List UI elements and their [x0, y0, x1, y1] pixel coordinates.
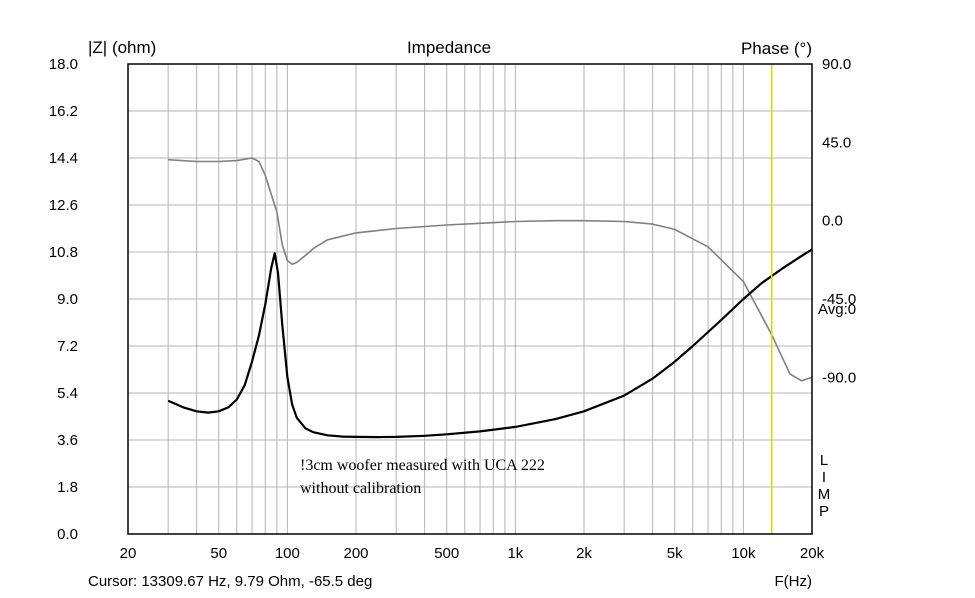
- x-tick-label: 1k: [507, 545, 523, 562]
- x-tick-label: 2k: [576, 545, 592, 562]
- y-left-tick-label: 1.8: [57, 479, 78, 496]
- y-right-axis-label: Phase (°): [741, 39, 812, 58]
- y-right-tick-label: 0.0: [822, 213, 843, 230]
- x-tick-label: 100: [275, 545, 300, 562]
- cursor-readout: Cursor: 13309.67 Hz, 9.79 Ohm, -65.5 deg: [88, 573, 372, 590]
- y-right-tick-label: 45.0: [822, 134, 851, 151]
- y-left-tick-label: 5.4: [57, 385, 78, 402]
- y-left-tick-labels: 0.0 1.8 3.6 5.4 7.2 9.0 10.8 12.6 14.4 16.2 18.0: [49, 56, 78, 543]
- x-tick-label: 500: [434, 545, 459, 562]
- y-left-tick-label: 9.0: [57, 291, 78, 308]
- x-axis-label: F(Hz): [775, 573, 813, 590]
- chart-title: Impedance: [407, 38, 491, 57]
- y-left-tick-label: 3.6: [57, 432, 78, 449]
- right-avg-label: Avg:0: [818, 301, 856, 318]
- y-left-tick-label: 14.4: [49, 150, 78, 167]
- y-right-tick-label: 90.0: [822, 56, 851, 73]
- x-tick-labels: 20 50 100 200 500 1k 2k 5k 10k 20k: [120, 545, 825, 562]
- y-left-axis-label: |Z| (ohm): [88, 38, 156, 57]
- plot-frame: [127, 63, 813, 535]
- y-left-tick-label: 10.8: [49, 244, 78, 261]
- limp-letter: P: [819, 503, 829, 520]
- limp-letter: L: [820, 452, 828, 469]
- y-left-tick-label: 18.0: [49, 56, 78, 73]
- x-tick-label: 5k: [667, 545, 683, 562]
- x-tick-label: 200: [343, 545, 368, 562]
- y-left-tick-label: 16.2: [49, 103, 78, 120]
- grid-lines: [128, 63, 812, 535]
- x-tick-label: 50: [210, 545, 227, 562]
- impedance-series-line: [167, 248, 813, 439]
- y-left-tick-label: 0.0: [57, 526, 78, 543]
- y-left-tick-label: 7.2: [57, 338, 78, 355]
- x-tick-label: 20: [120, 545, 137, 562]
- phase-series-line: [168, 157, 813, 382]
- x-tick-label: 20k: [800, 545, 825, 562]
- limp-letter: M: [818, 486, 831, 503]
- annotation-line-2: without calibration: [300, 480, 421, 497]
- y-right-tick-labels: 90.0 45.0 0.0 -45.0 -90.0: [822, 56, 856, 386]
- annotation-line-1: !3cm woofer measured with UCA 222: [300, 457, 545, 474]
- y-right-tick-label: -90.0: [822, 369, 856, 386]
- x-tick-label: 10k: [731, 545, 756, 562]
- y-right-tick-label: -45.0: [822, 291, 856, 308]
- y-left-tick-label: 12.6: [49, 197, 78, 214]
- limp-letter: I: [822, 469, 826, 486]
